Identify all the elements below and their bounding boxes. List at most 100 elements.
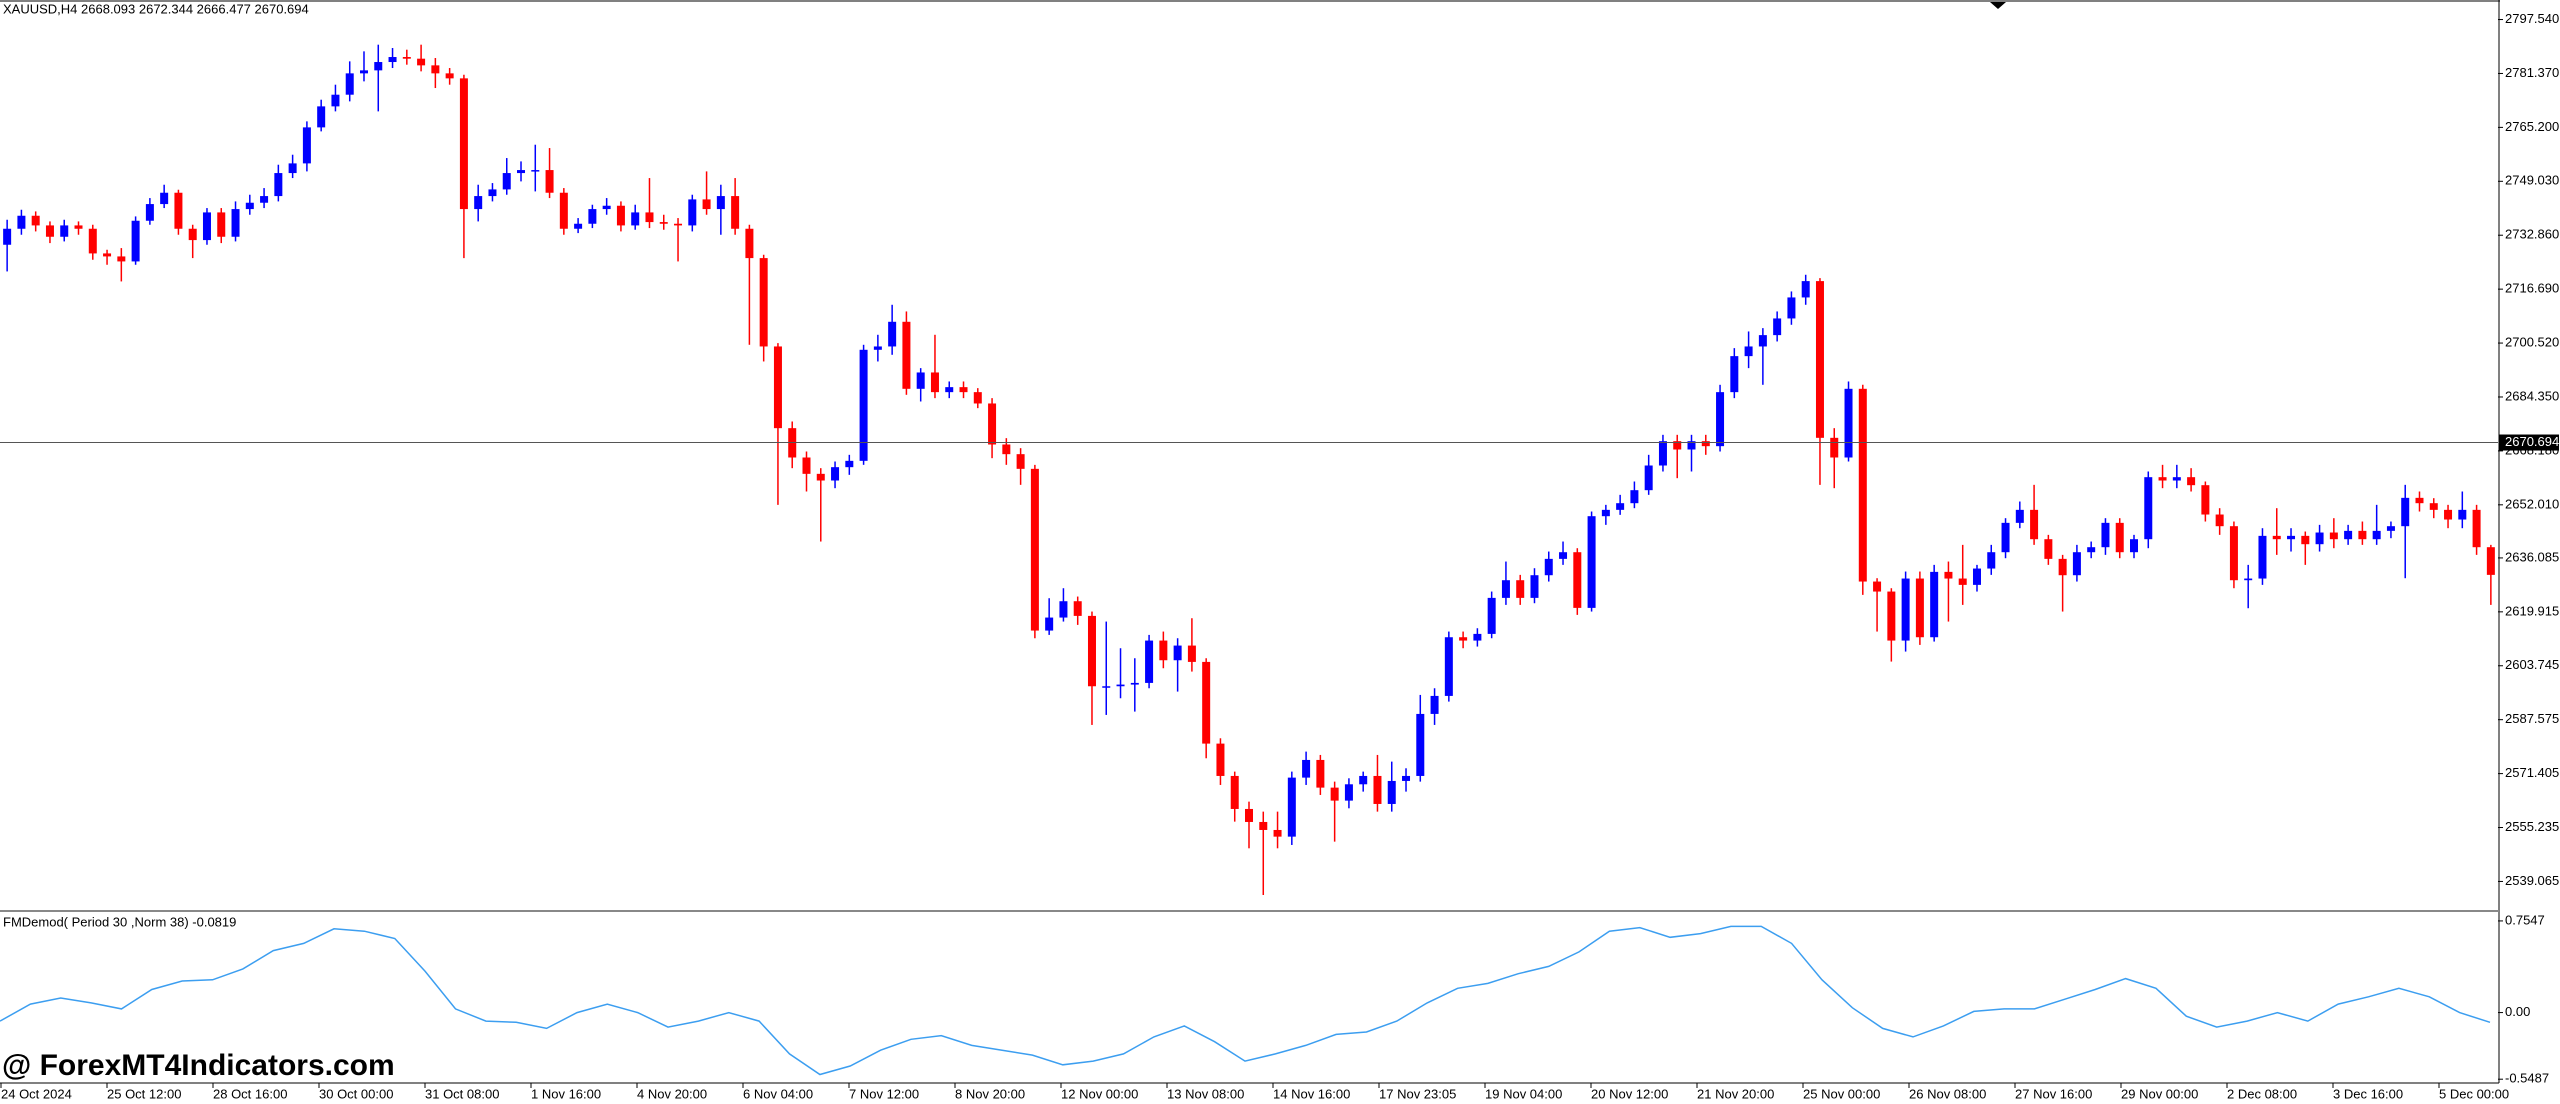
- candle-body: [2115, 522, 2124, 553]
- candle-body: [1901, 578, 1910, 641]
- candle-body: [1102, 686, 1111, 688]
- candle-body: [2030, 509, 2039, 540]
- candle-body: [202, 212, 211, 241]
- candle-body: [845, 460, 854, 468]
- candle-body: [317, 106, 326, 128]
- candle-body: [474, 196, 483, 210]
- x-tick-label: 7 Nov 12:00: [849, 1086, 919, 1101]
- candle-body: [2058, 558, 2067, 576]
- y-tick-label: 2781.370: [2505, 65, 2559, 80]
- candle-body: [417, 58, 426, 66]
- y-tick-label: 2652.010: [2505, 496, 2559, 511]
- candle-body: [2315, 532, 2324, 545]
- candle-body: [1073, 601, 1082, 616]
- candle-body: [545, 170, 554, 193]
- candle-body: [2044, 539, 2053, 559]
- candle-body: [2372, 530, 2381, 540]
- candle-body: [945, 387, 954, 393]
- candle-body: [1616, 503, 1625, 510]
- candle-body: [1459, 637, 1468, 641]
- candle-body: [1273, 829, 1282, 837]
- y-tick-label: 2716.690: [2505, 281, 2559, 296]
- candle-body: [388, 57, 397, 63]
- candle-body: [2344, 530, 2353, 540]
- candle-body: [74, 225, 83, 229]
- x-tick-label: 31 Oct 08:00: [425, 1086, 499, 1101]
- y-tick-label: 2749.030: [2505, 173, 2559, 188]
- x-tick-label: 4 Nov 20:00: [637, 1086, 707, 1101]
- candle-body: [1173, 645, 1182, 661]
- candle-body: [1330, 787, 1339, 801]
- candle-body: [274, 173, 283, 197]
- candle-body: [759, 258, 768, 347]
- candle-body: [402, 57, 411, 59]
- watermark: @ ForexMT4Indicators.com: [2, 1049, 395, 1082]
- candle-body: [459, 78, 468, 210]
- x-tick-label: 20 Nov 12:00: [1591, 1086, 1668, 1101]
- x-tick-label: 8 Nov 20:00: [955, 1086, 1025, 1101]
- candle-body: [231, 209, 240, 237]
- candle-body: [245, 202, 254, 210]
- candle-body: [2201, 485, 2210, 515]
- candle-body: [1045, 617, 1054, 631]
- candle-body: [1359, 775, 1368, 785]
- candle-body: [3, 228, 12, 245]
- candle-body: [1658, 441, 1667, 466]
- y-tick-label: 2619.915: [2505, 603, 2559, 618]
- candle-body: [1087, 615, 1096, 687]
- candle-body: [1230, 775, 1239, 809]
- candle-body: [2415, 497, 2424, 504]
- candle-body: [188, 228, 197, 241]
- candle-body: [1687, 441, 1696, 450]
- candle-body: [31, 215, 40, 226]
- candle-body: [1958, 578, 1967, 585]
- y-tick-label: 2571.405: [2505, 765, 2559, 780]
- y-tick-label: 2797.540: [2505, 11, 2559, 26]
- candle-body: [674, 223, 683, 226]
- candle-body: [716, 196, 725, 210]
- candle-body: [773, 346, 782, 429]
- candle-body: [1559, 552, 1568, 559]
- candle-body: [2258, 535, 2267, 579]
- candle-body: [359, 70, 368, 74]
- candle-body: [1430, 695, 1439, 714]
- candle-body: [1387, 780, 1396, 804]
- x-tick-label: 21 Nov 20:00: [1697, 1086, 1774, 1101]
- candle-body: [1915, 578, 1924, 638]
- candle-body: [517, 170, 526, 174]
- candle-body: [1059, 601, 1068, 618]
- candle-body: [1016, 454, 1025, 469]
- candle-body: [2072, 552, 2081, 576]
- y-tick-label: 2603.745: [2505, 657, 2559, 672]
- candle-body: [2015, 509, 2024, 523]
- candle-body: [2429, 503, 2438, 510]
- x-tick-label: 25 Nov 00:00: [1803, 1086, 1880, 1101]
- x-tick-label: 12 Nov 00:00: [1061, 1086, 1138, 1101]
- candle-body: [645, 212, 654, 223]
- candle-body: [659, 222, 668, 224]
- candle-body: [2401, 497, 2410, 527]
- candle-body: [1344, 784, 1353, 801]
- candle-body: [1130, 682, 1139, 685]
- candle-body: [302, 127, 311, 164]
- candle-body: [2001, 522, 2010, 553]
- candle-body: [2187, 477, 2196, 486]
- candle-body: [873, 346, 882, 350]
- candle-body: [1544, 558, 1553, 576]
- candle-body: [502, 173, 511, 190]
- candle-body: [2101, 522, 2110, 548]
- candle-body: [1516, 580, 1525, 598]
- candle-body: [2358, 530, 2367, 540]
- candle-body: [2215, 514, 2224, 527]
- candle-body: [1302, 759, 1311, 778]
- candle-body: [1573, 552, 1582, 608]
- candle-body: [1630, 490, 1639, 504]
- candle-body: [745, 228, 754, 259]
- x-tick-label: 26 Nov 08:00: [1909, 1086, 1986, 1101]
- candle-body: [2301, 535, 2310, 545]
- candle-body: [1601, 509, 1610, 517]
- x-tick-label: 29 Nov 00:00: [2121, 1086, 2198, 1101]
- candle-body: [1744, 346, 1753, 357]
- candle-body: [2486, 547, 2495, 575]
- candle-body: [1773, 318, 1782, 336]
